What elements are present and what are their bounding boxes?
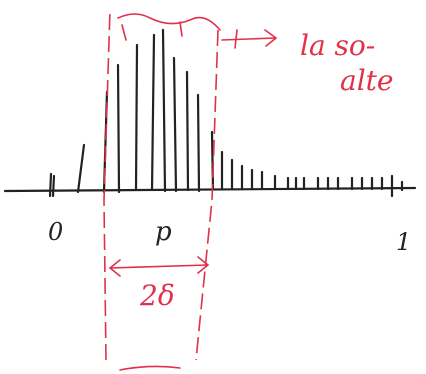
note: la so- xyxy=(300,29,375,62)
bar xyxy=(50,174,54,196)
underline xyxy=(120,366,180,370)
bar xyxy=(288,178,304,189)
arrow xyxy=(222,30,276,48)
bracket xyxy=(118,14,220,30)
bar xyxy=(152,35,154,190)
axis xyxy=(5,188,415,191)
bar xyxy=(174,58,176,191)
bar xyxy=(187,72,188,190)
axis-label: p xyxy=(155,217,172,247)
bar xyxy=(136,45,137,190)
bracket-tick xyxy=(122,22,182,40)
axis-label: 1 xyxy=(396,228,411,256)
bar xyxy=(212,132,213,189)
page: {"labels": {"origin": "0", "p": "p", "on… xyxy=(0,0,426,374)
bar xyxy=(163,30,165,191)
note: alte xyxy=(340,64,393,97)
bar xyxy=(118,65,119,192)
axis-label: 0 xyxy=(48,218,63,246)
dashed-bound xyxy=(196,30,218,360)
bar xyxy=(318,178,338,189)
sketch: la so- alte 2δ 0 p 1 xyxy=(0,0,426,374)
bar xyxy=(382,176,402,196)
bar xyxy=(198,95,199,191)
double-arrow xyxy=(110,257,208,276)
bar xyxy=(78,145,84,192)
width-label: 2δ xyxy=(139,279,175,312)
